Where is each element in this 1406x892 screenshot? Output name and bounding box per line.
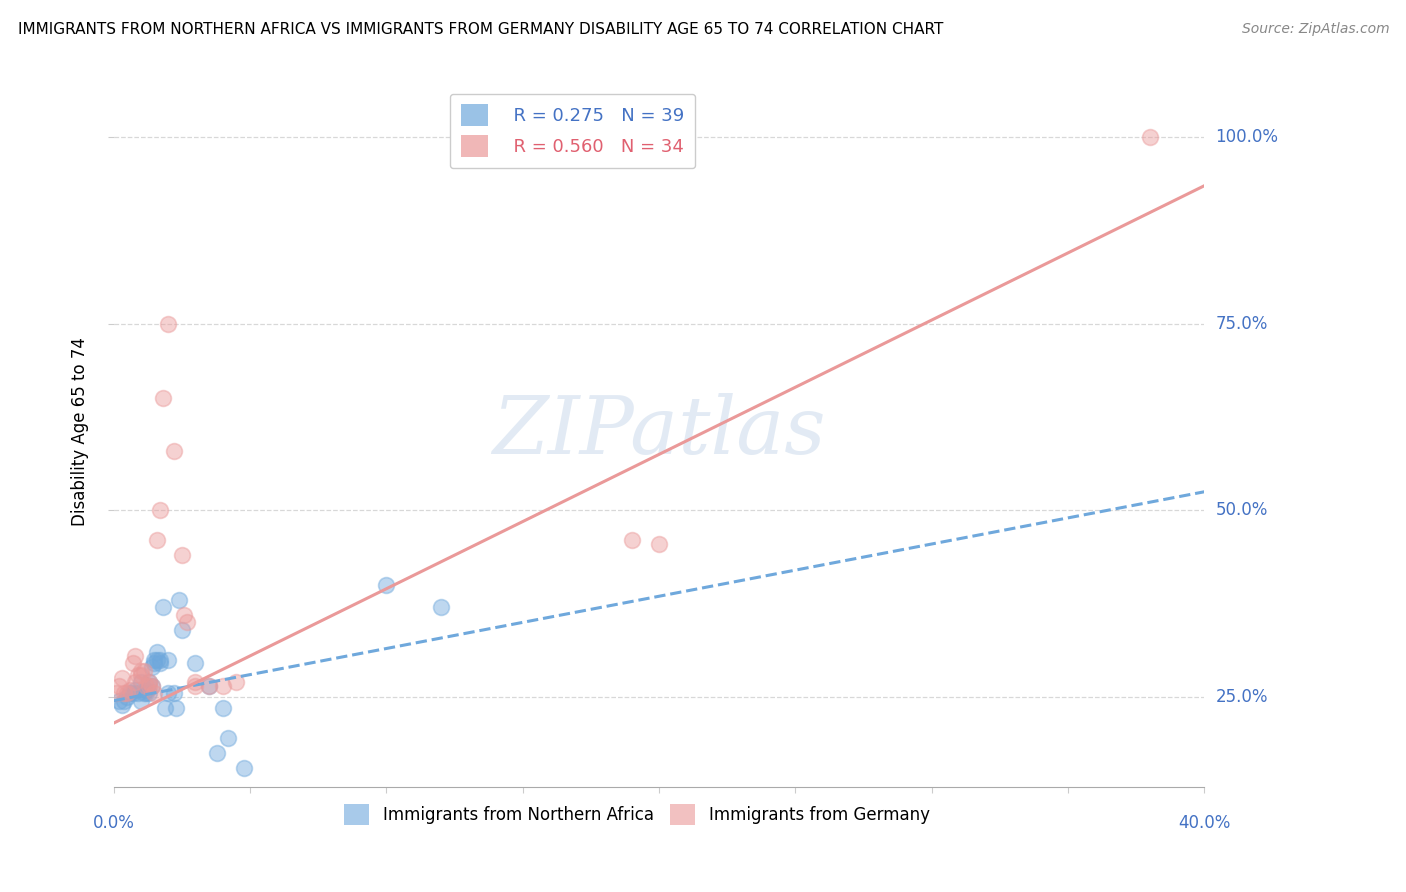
- Point: [184, 679, 207, 693]
- Point: [205, 746, 228, 760]
- Point: [1139, 130, 1161, 145]
- Point: [165, 701, 187, 715]
- Point: [127, 667, 149, 681]
- Point: [124, 648, 146, 663]
- Point: [162, 686, 184, 700]
- Point: [114, 694, 136, 708]
- Point: [375, 578, 398, 592]
- Text: 25.0%: 25.0%: [1216, 688, 1268, 706]
- Point: [138, 686, 160, 700]
- Point: [124, 682, 146, 697]
- Point: [162, 443, 184, 458]
- Point: [138, 675, 160, 690]
- Point: [141, 679, 163, 693]
- Point: [115, 690, 138, 704]
- Point: [115, 686, 138, 700]
- Point: [138, 679, 160, 693]
- Point: [211, 679, 233, 693]
- Point: [149, 503, 172, 517]
- Point: [124, 675, 146, 690]
- Point: [108, 679, 131, 693]
- Point: [146, 533, 169, 548]
- Point: [198, 679, 221, 693]
- Point: [167, 593, 190, 607]
- Point: [129, 675, 152, 690]
- Text: ZIPatlas: ZIPatlas: [492, 393, 825, 471]
- Point: [108, 694, 131, 708]
- Point: [170, 548, 193, 562]
- Point: [129, 664, 152, 678]
- Point: [141, 679, 163, 693]
- Point: [170, 623, 193, 637]
- Text: 75.0%: 75.0%: [1216, 315, 1268, 333]
- Point: [149, 653, 172, 667]
- Point: [111, 672, 134, 686]
- Point: [149, 657, 172, 671]
- Point: [121, 686, 143, 700]
- Y-axis label: Disability Age 65 to 74: Disability Age 65 to 74: [72, 337, 89, 526]
- Point: [155, 701, 177, 715]
- Point: [132, 686, 155, 700]
- Point: [138, 675, 160, 690]
- Text: Source: ZipAtlas.com: Source: ZipAtlas.com: [1241, 22, 1389, 37]
- Point: [143, 686, 166, 700]
- Point: [129, 694, 152, 708]
- Point: [152, 392, 174, 406]
- Point: [121, 657, 143, 671]
- Point: [184, 675, 207, 690]
- Point: [105, 686, 128, 700]
- Point: [184, 657, 207, 671]
- Point: [135, 682, 157, 697]
- Point: [118, 682, 141, 697]
- Point: [111, 698, 134, 712]
- Point: [648, 537, 671, 551]
- Point: [157, 686, 180, 700]
- Point: [135, 679, 157, 693]
- Legend: Immigrants from Northern Africa, Immigrants from Germany: Immigrants from Northern Africa, Immigra…: [337, 797, 936, 831]
- Point: [198, 679, 221, 693]
- Point: [157, 317, 180, 331]
- Text: 50.0%: 50.0%: [1216, 501, 1268, 519]
- Point: [430, 600, 453, 615]
- Point: [157, 653, 180, 667]
- Point: [118, 686, 141, 700]
- Text: IMMIGRANTS FROM NORTHERN AFRICA VS IMMIGRANTS FROM GERMANY DISABILITY AGE 65 TO : IMMIGRANTS FROM NORTHERN AFRICA VS IMMIG…: [18, 22, 943, 37]
- Point: [146, 645, 169, 659]
- Point: [146, 653, 169, 667]
- Point: [132, 664, 155, 678]
- Point: [143, 653, 166, 667]
- Point: [114, 686, 136, 700]
- Text: 0.0%: 0.0%: [93, 814, 135, 832]
- Point: [233, 761, 256, 775]
- Point: [127, 686, 149, 700]
- Point: [217, 731, 239, 745]
- Text: 100.0%: 100.0%: [1216, 128, 1278, 146]
- Text: 40.0%: 40.0%: [1178, 814, 1230, 832]
- Point: [211, 701, 233, 715]
- Point: [135, 686, 157, 700]
- Point: [129, 667, 152, 681]
- Point: [143, 657, 166, 671]
- Point: [173, 607, 195, 622]
- Point: [152, 600, 174, 615]
- Point: [620, 533, 643, 548]
- Point: [225, 675, 247, 690]
- Point: [141, 660, 163, 674]
- Point: [176, 615, 198, 630]
